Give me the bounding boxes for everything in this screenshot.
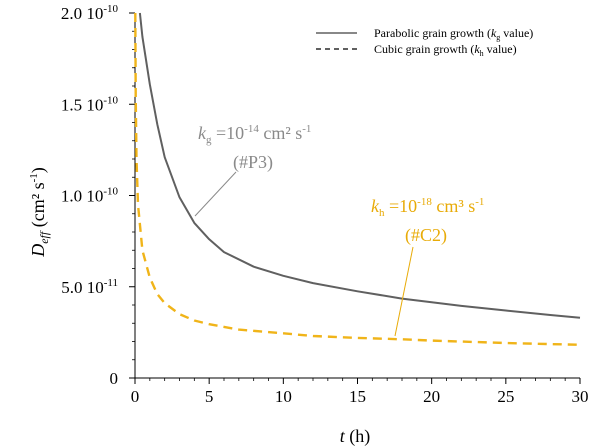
legend-label-cubic: Cubic grain growth (kh value) (374, 42, 517, 58)
x-tick-label: 25 (497, 387, 514, 406)
series-layer (134, 12, 581, 346)
legend-label-parabolic: Parabolic grain growth (kg value) (374, 26, 533, 42)
x-tick-label: 30 (572, 387, 589, 406)
y-tick-label: 2.0 10-10 (61, 3, 119, 23)
x-tick-label: 15 (349, 387, 366, 406)
annotation-kg-formula: kg =10-14 cm² s-1 (198, 123, 311, 146)
x-tick-label: 0 (131, 387, 140, 406)
x-tick-label: 5 (205, 387, 214, 406)
y-tick-label: 1.5 10-10 (61, 94, 119, 114)
series-line-cubic (134, 12, 581, 346)
x-tick-label: 20 (423, 387, 440, 406)
axes: 0 5 10 15 20 25 30 0 5.0 10-11 1.0 10-10 1.5 10-10… (61, 3, 589, 406)
x-tick-label: 10 (275, 387, 292, 406)
annotation-kh: kh =10-18 cm³ s-1 (#C2) (371, 196, 484, 337)
series-line-parabolic (138, 12, 581, 319)
annotation-kh-id: (#C2) (405, 225, 447, 246)
annotation-kh-formula: kh =10-18 cm³ s-1 (371, 196, 484, 219)
legend: Parabolic grain growth (kg value) Cubic … (316, 26, 533, 58)
annotation-kh-leader (394, 246, 414, 337)
svg-text:Deff (cm² s-1): Deff (cm² s-1) (28, 167, 51, 258)
y-tick-label: 5.0 10-11 (61, 277, 118, 297)
y-tick-label: 1.0 10-10 (61, 186, 119, 206)
annotation-kg-id: (#P3) (233, 152, 273, 173)
annotation-kg: kg =10-14 cm² s-1 (#P3) (194, 123, 311, 217)
annotation-kg-leader (194, 171, 237, 217)
y-axis-title: Deff (cm² s-1) (28, 167, 51, 258)
y-tick-label: 0 (110, 369, 119, 388)
x-axis-title: t (h) (340, 426, 371, 447)
